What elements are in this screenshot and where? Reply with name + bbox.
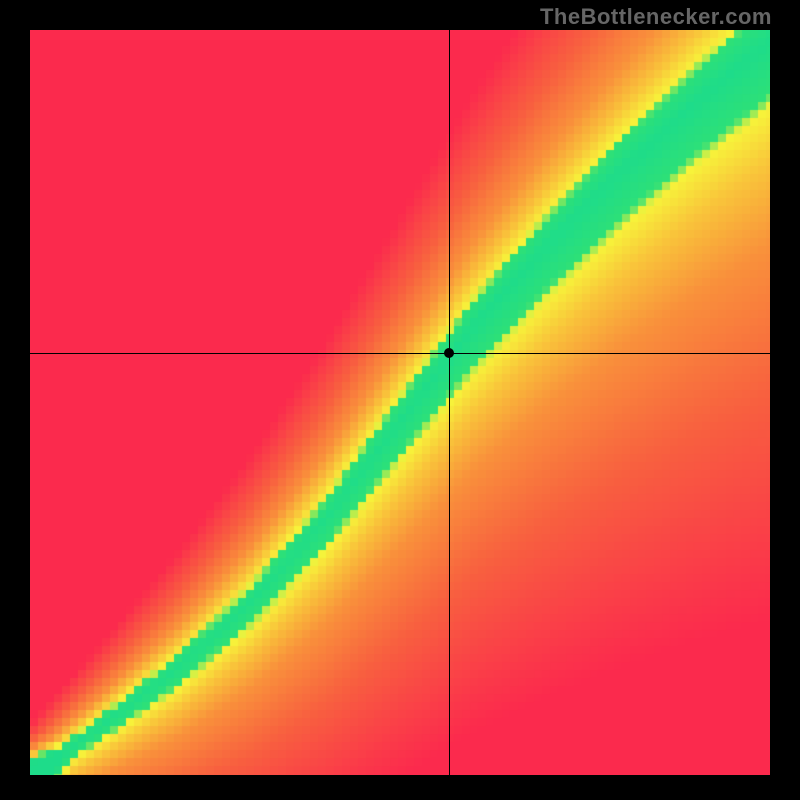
heatmap-canvas xyxy=(30,30,770,775)
watermark-text: TheBottlenecker.com xyxy=(540,4,772,30)
crosshair-point xyxy=(444,348,454,358)
plot-area xyxy=(30,30,770,775)
crosshair-vertical xyxy=(449,30,450,775)
chart-container: TheBottlenecker.com xyxy=(0,0,800,800)
crosshair-horizontal xyxy=(30,353,770,354)
